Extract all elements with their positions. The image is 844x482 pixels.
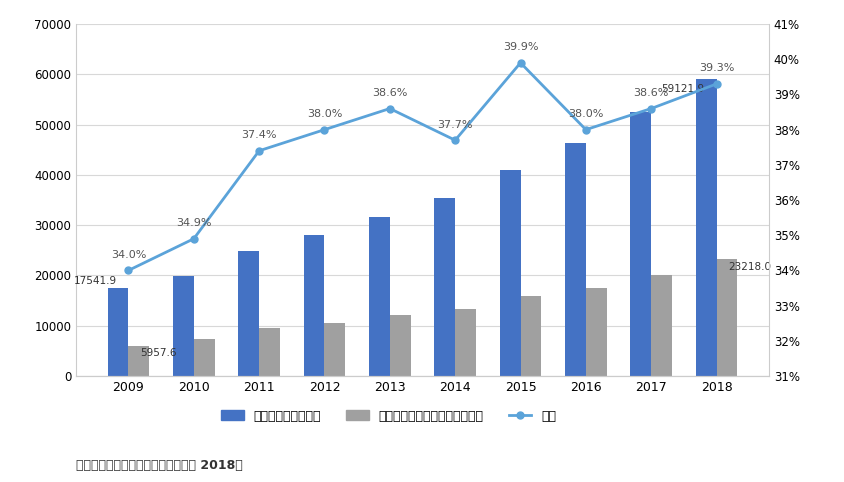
Bar [499,170,520,376]
Bar [520,296,541,376]
Bar [193,339,214,376]
Text: 17541.9: 17541.9 [73,276,116,286]
Bar [651,275,671,376]
Text: 5957.6: 5957.6 [140,348,176,358]
Text: 34.9%: 34.9% [176,218,211,228]
Bar [630,111,651,376]
Bar [128,346,149,376]
Text: 59121.9: 59121.9 [661,84,704,94]
Text: 39.3%: 39.3% [698,63,733,73]
Bar [107,288,128,376]
占比 [711,81,721,87]
Bar [455,308,475,376]
Text: 38.0%: 38.0% [306,109,342,119]
Bar [585,288,606,376]
Text: 数据来源：《中国卫生费用研究报告 2018》: 数据来源：《中国卫生费用研究报告 2018》 [76,459,242,472]
Text: 23218.0: 23218.0 [728,262,771,272]
占比 [319,127,329,133]
Legend: 卫生总费用（亿元）, 社会保障卫生支出（亿元）占比, 占比: 卫生总费用（亿元）, 社会保障卫生支出（亿元）占比, 占比 [216,404,560,428]
Text: 38.6%: 38.6% [633,88,668,98]
Bar [238,251,259,376]
Bar [173,276,193,376]
Text: 39.9%: 39.9% [502,42,538,52]
Bar [565,143,585,376]
Bar [716,259,737,376]
Bar [695,79,716,376]
Bar [303,235,324,376]
Bar [324,323,345,376]
占比 [450,137,460,143]
Text: 37.7%: 37.7% [437,120,473,130]
Bar [389,315,410,376]
占比 [123,268,133,273]
Text: 34.0%: 34.0% [111,250,146,260]
Bar [259,328,279,376]
Line: 占比: 占比 [125,59,719,274]
占比 [384,106,394,111]
Bar [434,198,455,376]
Text: 38.0%: 38.0% [567,109,603,119]
Text: 38.6%: 38.6% [371,88,407,98]
占比 [188,236,198,241]
Bar [369,217,389,376]
占比 [580,127,590,133]
占比 [646,106,656,111]
占比 [254,148,264,154]
占比 [515,60,525,66]
Text: 37.4%: 37.4% [241,130,277,140]
